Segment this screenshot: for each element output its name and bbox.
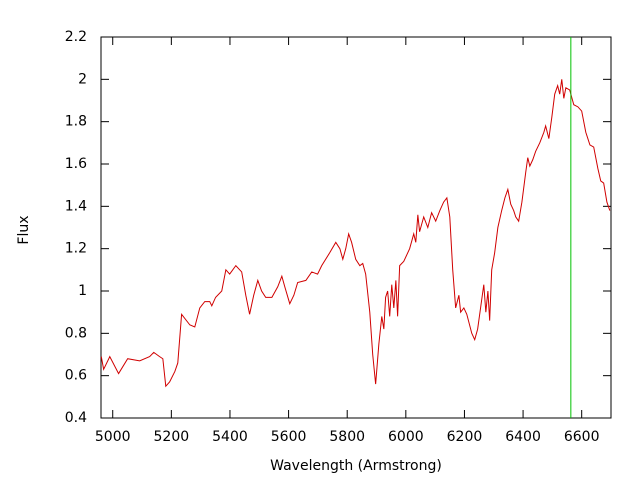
x-tick-label: 5400: [212, 429, 248, 445]
y-tick-label: 1: [78, 283, 87, 299]
y-axis-label: Flux: [16, 215, 32, 244]
x-axis-label: Wavelength (Armstrong): [270, 458, 442, 474]
x-tick-label: 5800: [329, 429, 365, 445]
y-tick-label: 2: [78, 71, 87, 87]
y-tick-label: 0.8: [65, 325, 87, 341]
y-tick-label: 0.4: [65, 410, 87, 426]
y-tick-label: 2.2: [65, 29, 87, 45]
x-tick-label: 6200: [447, 429, 483, 445]
x-tick-label: 5200: [154, 429, 190, 445]
y-tick-label: 1.2: [65, 241, 87, 257]
y-tick-label: 0.6: [65, 368, 87, 384]
y-tick-label: 1.4: [65, 198, 87, 214]
y-tick-label: 1.8: [65, 114, 87, 130]
data-line: [100, 79, 611, 388]
x-tick-label: 6400: [505, 429, 541, 445]
plot-frame: [100, 36, 612, 419]
x-tick-label: 5000: [95, 429, 131, 445]
x-tick-label: 6000: [388, 429, 424, 445]
x-tick-label: 6600: [564, 429, 600, 445]
x-tick-label: 5600: [271, 429, 307, 445]
y-tick-label: 1.6: [65, 156, 87, 172]
